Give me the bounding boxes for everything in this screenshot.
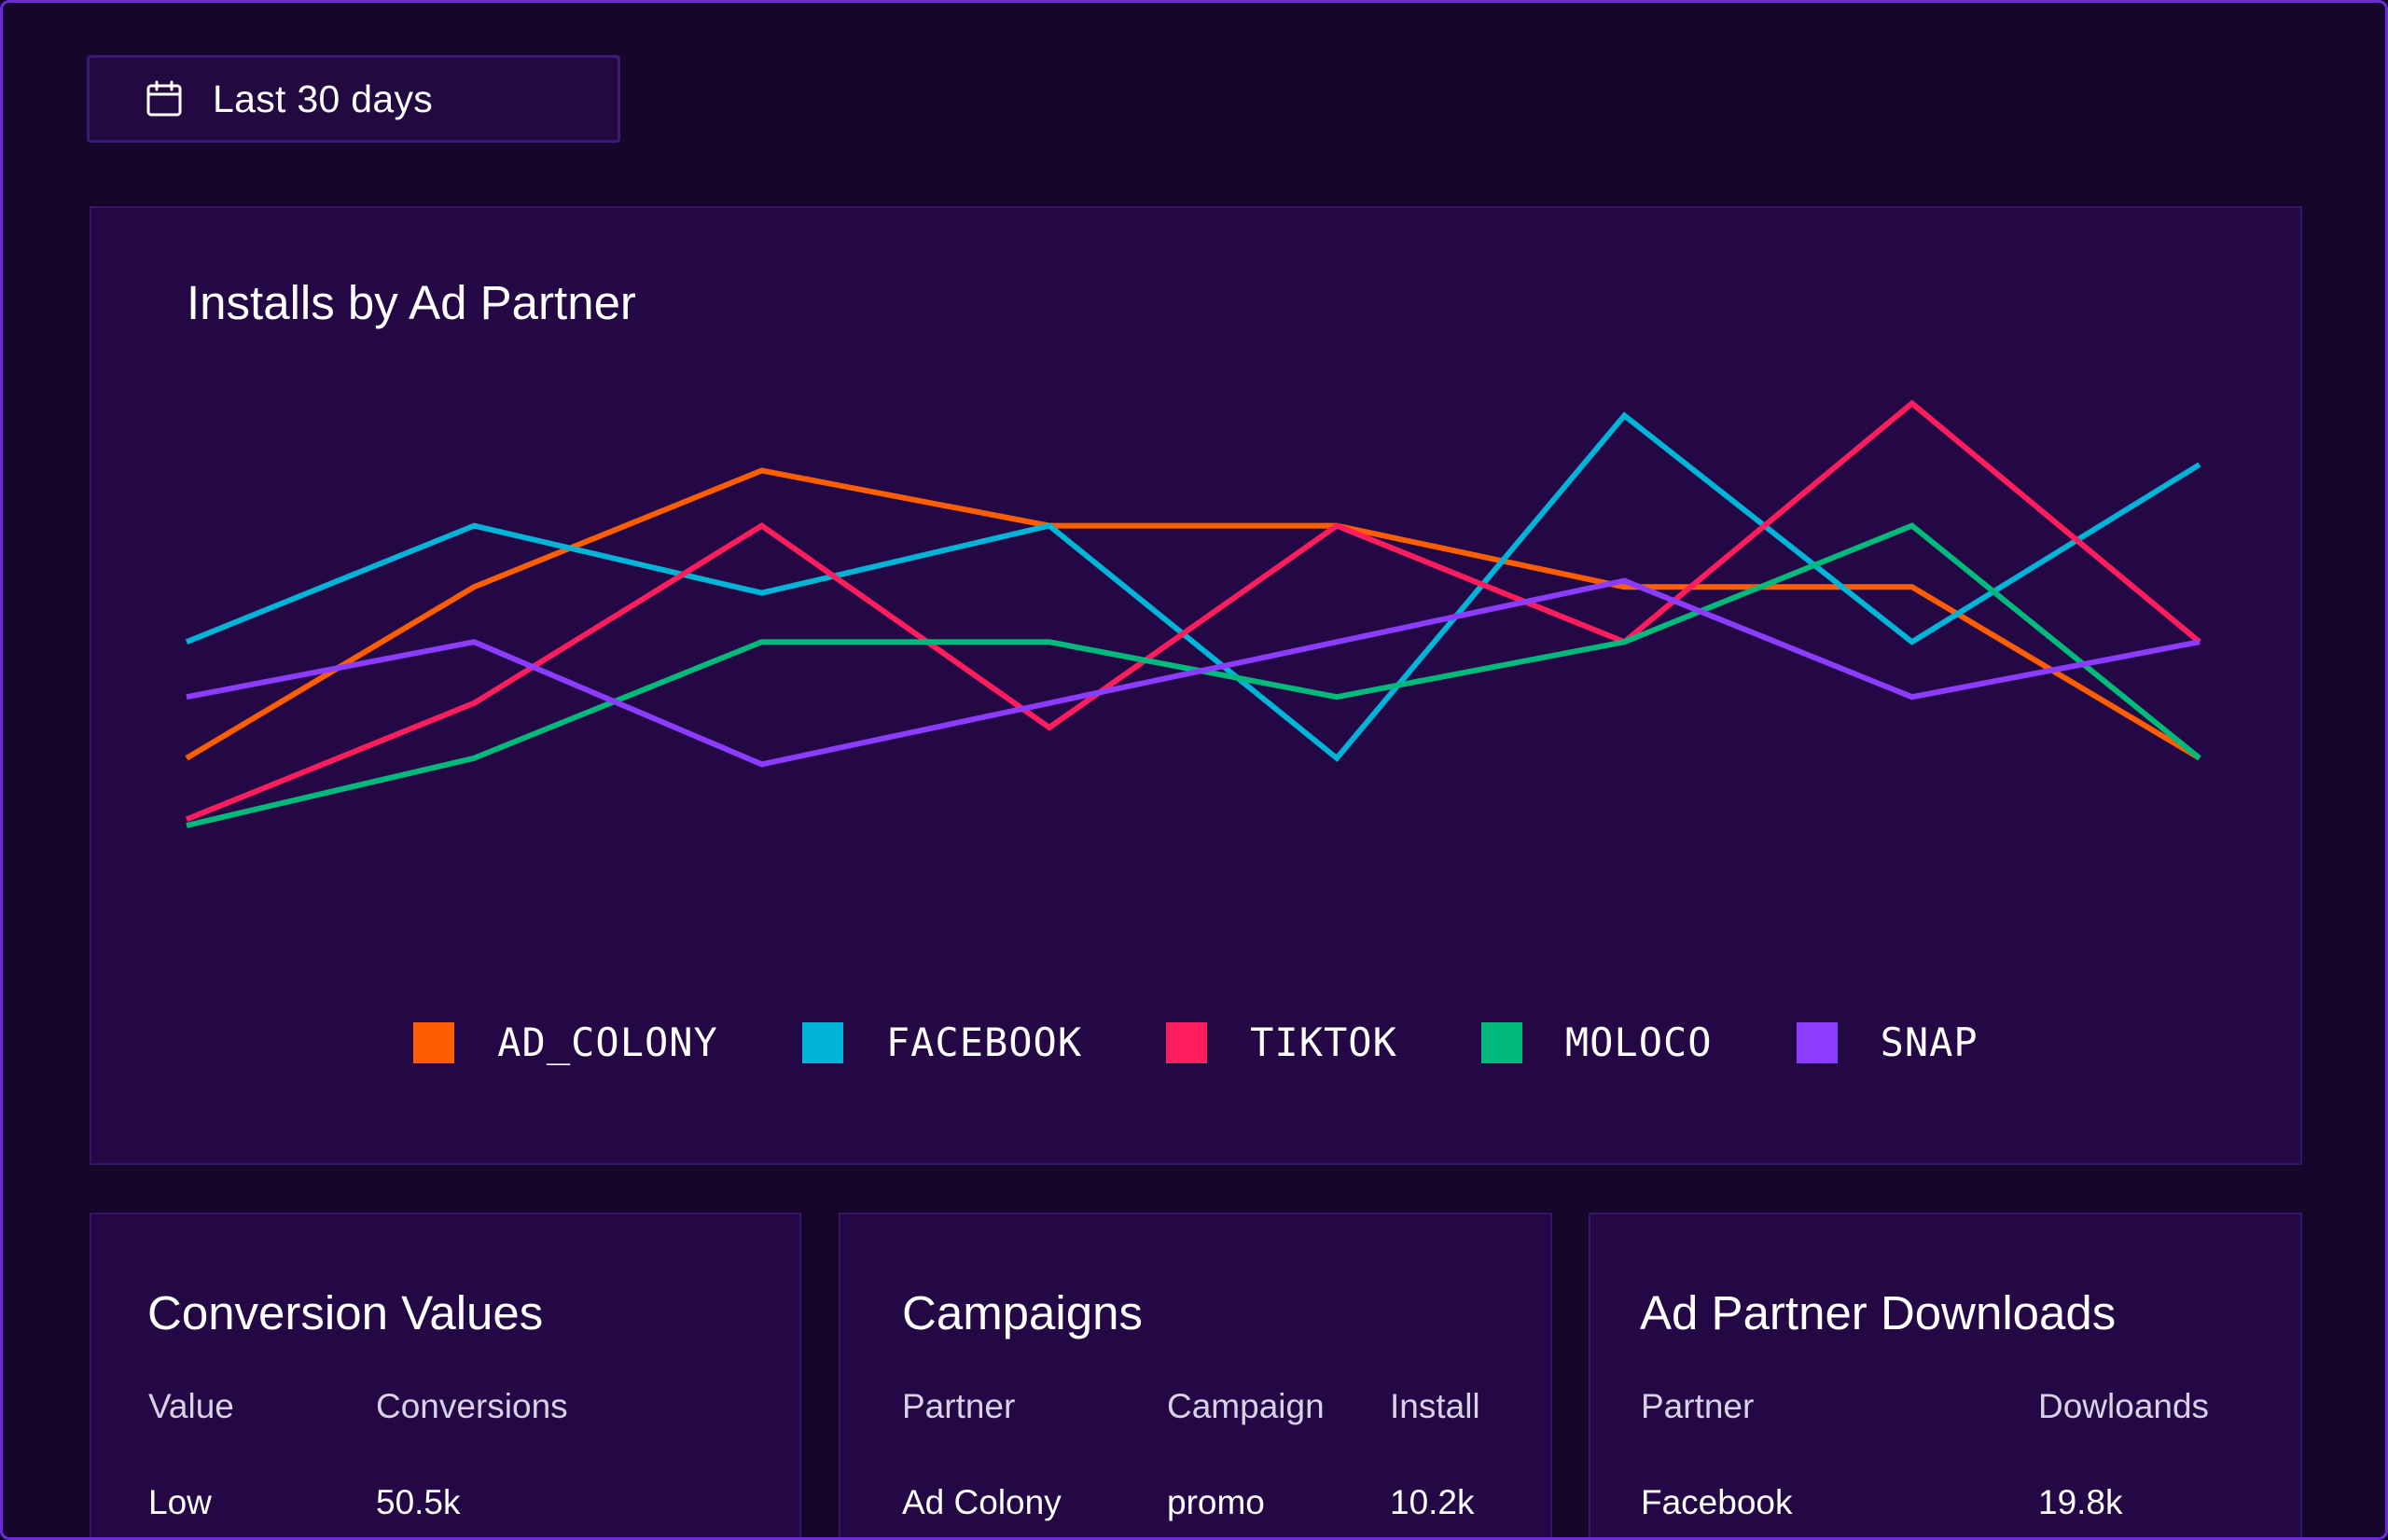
table-cell-campaign: promo [1167,1483,1265,1521]
table-cell-partner: Ad Colony [902,1483,1062,1521]
campaigns-card: Campaigns Partner Campaign Install Ad Co… [839,1213,1552,1537]
ad-partner-downloads-title: Ad Partner Downloads [1640,1286,2117,1339]
legend-label-snap: SNAP [1880,1020,1978,1065]
column-header-partner: Partner [1641,1387,1755,1425]
legend-swatch-tiktok [1166,1021,1208,1063]
chart-legend: AD_COLONY FACEBOOK TIKTOK MOLOCO SNAP [91,1020,2300,1065]
campaigns-title: Campaigns [902,1286,1143,1339]
legend-swatch-moloco [1480,1021,1522,1063]
conversion-values-card: Conversion Values Value Conversions Low … [90,1213,801,1537]
column-header-downloads: Dowloands [2038,1387,2210,1425]
legend-label-moloco: MOLOCO [1564,1020,1713,1065]
legend-item-ad-colony[interactable]: AD_COLONY [413,1020,718,1065]
column-header-install: Install [1390,1387,1480,1425]
date-range-label: Last 30 days [213,76,434,120]
table-cell-downloads: 19.8k [2038,1483,2123,1521]
installs-chart-card: Installs by Ad Partner AD_COLONY FACEBOOK… [90,206,2302,1165]
legend-item-moloco[interactable]: MOLOCO [1480,1020,1713,1065]
series-line-tiktok [185,399,2201,823]
legend-item-facebook[interactable]: FACEBOOK [801,1020,1083,1065]
legend-label-facebook: FACEBOOK [885,1020,1083,1065]
column-header-campaign: Campaign [1167,1387,1325,1425]
ad-partner-downloads-card: Ad Partner Downloads Partner Dowloands F… [1589,1213,2302,1537]
series-line-facebook [185,411,2201,762]
column-header-conversions: Conversions [376,1387,568,1425]
series-line-snap [186,577,2201,768]
column-header-partner: Partner [902,1387,1016,1425]
table-cell-install: 10.2k [1390,1483,1475,1521]
table-cell-conversions: 50.5k [376,1483,461,1521]
column-header-value: Value [148,1387,234,1425]
legend-swatch-snap [1796,1021,1838,1063]
series-line-ad-colony [185,467,2201,761]
installs-line-chart [185,399,2201,828]
legend-item-snap[interactable]: SNAP [1796,1020,1978,1065]
legend-swatch-ad-colony [413,1021,455,1063]
legend-swatch-facebook [801,1021,843,1063]
date-range-button[interactable]: Last 30 days [87,55,620,143]
conversion-values-title: Conversion Values [147,1286,544,1339]
table-cell-value: Low [148,1483,212,1521]
legend-item-tiktok[interactable]: TIKTOK [1166,1020,1397,1065]
legend-label-tiktok: TIKTOK [1250,1020,1397,1065]
calendar-icon [146,80,182,117]
legend-label-ad-colony: AD_COLONY [497,1020,718,1065]
table-cell-partner: Facebook [1641,1483,1793,1521]
series-line-moloco [186,522,2201,828]
chart-title: Installs by Ad Partner [187,276,636,329]
